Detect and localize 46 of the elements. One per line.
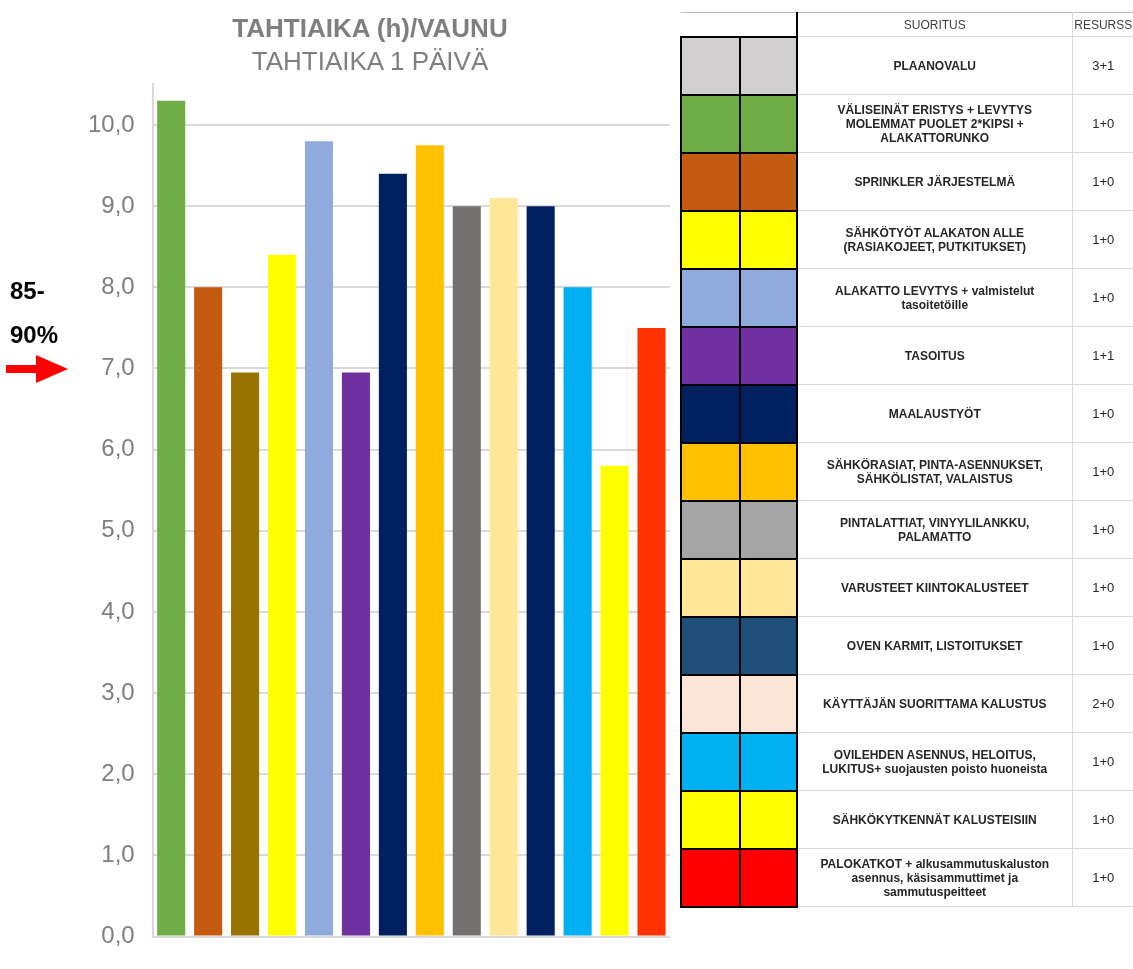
text: 85-90% (10, 276, 60, 350)
category-label: SÄHKÖRASIAT, PINTA-ASENNUKSET, SÄHKÖLISTAT, VALAISTUS (797, 442, 1072, 501)
text: 1+0 (1092, 870, 1115, 885)
category-label: ALAKATTO LEVYTYS + valmistelut tasoitetöille (797, 268, 1072, 327)
text: 3+1 (1092, 58, 1115, 73)
category-label: VÄLISEINÄT ERISTYS + LEVYTYS MOLEMMAT PUOLET 2*KIPSI + ALAKATTORUNKO (797, 94, 1072, 153)
chart-title: TAHTIAIKA (h)/VAUNU (232, 12, 508, 43)
y-tick-label: 2,0 (101, 758, 135, 786)
y-tick-label: 1,0 (101, 840, 135, 868)
text: SUORITUS (797, 12, 1072, 37)
category-label: VARUSTEET KIINTOKALUSTEET (797, 558, 1072, 617)
category-label: OVILEHDEN ASENNUS, HELOITUS, LUKITUS+ suojausten poisto huoneista (797, 732, 1072, 791)
text: 1+0 (1092, 812, 1115, 827)
category-label: PINTALATTIAT, VINYYLILANKKU, PALAMATTO (797, 500, 1072, 559)
text: 1+0 (1092, 406, 1115, 421)
y-tick-label: 3,0 (101, 677, 135, 705)
text: 1+0 (1092, 232, 1115, 247)
text: 1+0 (1092, 522, 1115, 537)
category-label: OVEN KARMIT, LISTOITUKSET (797, 616, 1072, 675)
category-label: MAALAUSTYÖT (797, 384, 1072, 443)
y-tick-label: 10,0 (87, 109, 135, 137)
text: 1+1 (1092, 348, 1115, 363)
y-tick-label: 5,0 (101, 515, 135, 543)
y-tick-label: 8,0 (101, 271, 135, 299)
category-label: PLAANOVALU (797, 36, 1072, 95)
text: 1+0 (1092, 464, 1115, 479)
y-tick-label: 0,0 (101, 921, 135, 949)
category-label: SÄHKÖKYTKENNÄT KALUSTEISIIN (797, 790, 1072, 849)
category-label: KÄYTTÄJÄN SUORITTAMA KALUSTUS (797, 674, 1072, 733)
text: 2+0 (1092, 696, 1115, 711)
text: 1+0 (1092, 638, 1115, 653)
y-tick-label: 9,0 (101, 190, 135, 218)
text: RESURSS (1072, 12, 1133, 37)
chart-subtitle: TAHTIAIKA 1 PÄIVÄ (251, 45, 489, 76)
y-tick-label: 4,0 (101, 596, 135, 624)
category-label: TASOITUS (797, 326, 1072, 385)
text: 1+0 (1092, 174, 1115, 189)
category-label: SÄHKÖTYÖT ALAKATON ALLE (RASIAKOJEET, PUTKITUKSET) (797, 210, 1072, 269)
category-label: SPRINKLER JÄRJESTELMÄ (797, 152, 1072, 211)
text: 1+0 (1092, 290, 1115, 305)
category-label: PALOKATKOT + alkusammutuskaluston asennus, käsisammuttimet ja sammutuspeitteet (797, 848, 1072, 907)
text: 1+0 (1092, 754, 1115, 769)
y-tick-label: 6,0 (101, 434, 135, 462)
text: 1+0 (1092, 580, 1115, 595)
y-tick-label: 7,0 (101, 353, 135, 381)
text: 1+0 (1092, 116, 1115, 131)
